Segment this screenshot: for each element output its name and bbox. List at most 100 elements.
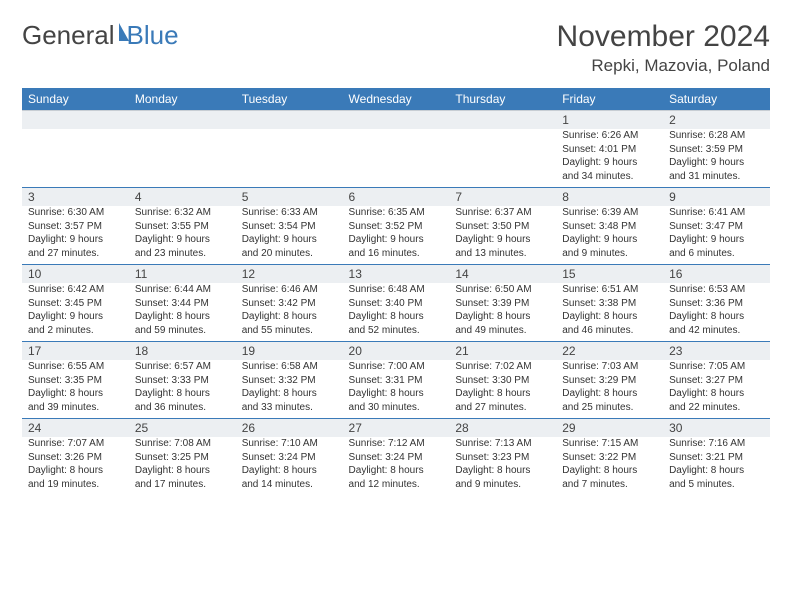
sunrise-text: Sunrise: 6:35 AM: [349, 206, 444, 220]
sunset-text: Sunset: 3:29 PM: [562, 374, 657, 388]
day-number-row: 3456789: [22, 188, 770, 207]
weekday-saturday: Saturday: [663, 88, 770, 111]
day-detail-cell: Sunrise: 6:53 AMSunset: 3:36 PMDaylight:…: [663, 283, 770, 342]
sunset-text: Sunset: 3:50 PM: [455, 220, 550, 234]
daylight-text: and 27 minutes.: [28, 247, 123, 261]
daylight-text: Daylight: 8 hours: [135, 387, 230, 401]
weekday-friday: Friday: [556, 88, 663, 111]
day-number-cell: 11: [129, 265, 236, 284]
daylight-text: and 42 minutes.: [669, 324, 764, 338]
sunset-text: Sunset: 3:54 PM: [242, 220, 337, 234]
day-number-cell: 12: [236, 265, 343, 284]
sunrise-text: Sunrise: 7:08 AM: [135, 437, 230, 451]
sunrise-text: Sunrise: 6:32 AM: [135, 206, 230, 220]
sunset-text: Sunset: 3:45 PM: [28, 297, 123, 311]
day-detail-row: Sunrise: 6:42 AMSunset: 3:45 PMDaylight:…: [22, 283, 770, 342]
daylight-text: and 36 minutes.: [135, 401, 230, 415]
daylight-text: Daylight: 9 hours: [28, 233, 123, 247]
day-number-cell: 16: [663, 265, 770, 284]
day-number-row: 12: [22, 111, 770, 130]
daylight-text: Daylight: 8 hours: [349, 310, 444, 324]
day-detail-cell: [22, 129, 129, 188]
sunrise-text: Sunrise: 6:39 AM: [562, 206, 657, 220]
calendar-table: Sunday Monday Tuesday Wednesday Thursday…: [22, 88, 770, 495]
logo-text-2: Blue: [127, 20, 179, 51]
daylight-text: Daylight: 9 hours: [669, 233, 764, 247]
sunset-text: Sunset: 3:21 PM: [669, 451, 764, 465]
sunrise-text: Sunrise: 7:02 AM: [455, 360, 550, 374]
daylight-text: Daylight: 8 hours: [455, 464, 550, 478]
daylight-text: Daylight: 8 hours: [28, 387, 123, 401]
title-block: November 2024 Repki, Mazovia, Poland: [557, 20, 770, 76]
day-detail-cell: Sunrise: 6:57 AMSunset: 3:33 PMDaylight:…: [129, 360, 236, 419]
sunset-text: Sunset: 3:27 PM: [669, 374, 764, 388]
sunset-text: Sunset: 3:24 PM: [349, 451, 444, 465]
sunrise-text: Sunrise: 6:28 AM: [669, 129, 764, 143]
weekday-monday: Monday: [129, 88, 236, 111]
header: General Blue November 2024 Repki, Mazovi…: [22, 20, 770, 76]
daylight-text: Daylight: 8 hours: [669, 464, 764, 478]
sunrise-text: Sunrise: 6:48 AM: [349, 283, 444, 297]
sunrise-text: Sunrise: 7:16 AM: [669, 437, 764, 451]
sunrise-text: Sunrise: 7:10 AM: [242, 437, 337, 451]
sunrise-text: Sunrise: 7:15 AM: [562, 437, 657, 451]
day-number-cell: [22, 111, 129, 130]
sunset-text: Sunset: 3:55 PM: [135, 220, 230, 234]
day-detail-cell: Sunrise: 6:48 AMSunset: 3:40 PMDaylight:…: [343, 283, 450, 342]
daylight-text: and 33 minutes.: [242, 401, 337, 415]
day-detail-row: Sunrise: 6:26 AMSunset: 4:01 PMDaylight:…: [22, 129, 770, 188]
sunrise-text: Sunrise: 6:37 AM: [455, 206, 550, 220]
sunset-text: Sunset: 3:48 PM: [562, 220, 657, 234]
daylight-text: and 16 minutes.: [349, 247, 444, 261]
daylight-text: Daylight: 8 hours: [455, 310, 550, 324]
day-number-cell: [236, 111, 343, 130]
sunset-text: Sunset: 3:44 PM: [135, 297, 230, 311]
sunset-text: Sunset: 3:39 PM: [455, 297, 550, 311]
day-detail-cell: Sunrise: 6:35 AMSunset: 3:52 PMDaylight:…: [343, 206, 450, 265]
sunset-text: Sunset: 3:47 PM: [669, 220, 764, 234]
day-detail-cell: Sunrise: 6:41 AMSunset: 3:47 PMDaylight:…: [663, 206, 770, 265]
daylight-text: and 52 minutes.: [349, 324, 444, 338]
sunset-text: Sunset: 3:38 PM: [562, 297, 657, 311]
daylight-text: Daylight: 8 hours: [135, 310, 230, 324]
location-subtitle: Repki, Mazovia, Poland: [557, 56, 770, 76]
daylight-text: Daylight: 8 hours: [349, 464, 444, 478]
daylight-text: Daylight: 9 hours: [562, 156, 657, 170]
day-detail-cell: [236, 129, 343, 188]
sunset-text: Sunset: 3:40 PM: [349, 297, 444, 311]
daylight-text: and 20 minutes.: [242, 247, 337, 261]
sunrise-text: Sunrise: 7:07 AM: [28, 437, 123, 451]
day-number-cell: 28: [449, 419, 556, 438]
day-number-cell: 20: [343, 342, 450, 361]
day-number-cell: 2: [663, 111, 770, 130]
daylight-text: and 9 minutes.: [455, 478, 550, 492]
logo-text-1: General: [22, 20, 115, 51]
day-detail-cell: Sunrise: 6:37 AMSunset: 3:50 PMDaylight:…: [449, 206, 556, 265]
sunrise-text: Sunrise: 7:12 AM: [349, 437, 444, 451]
sunset-text: Sunset: 3:32 PM: [242, 374, 337, 388]
day-detail-cell: Sunrise: 7:00 AMSunset: 3:31 PMDaylight:…: [343, 360, 450, 419]
daylight-text: Daylight: 8 hours: [562, 310, 657, 324]
sunset-text: Sunset: 3:30 PM: [455, 374, 550, 388]
day-number-cell: 10: [22, 265, 129, 284]
day-detail-cell: Sunrise: 6:28 AMSunset: 3:59 PMDaylight:…: [663, 129, 770, 188]
day-detail-cell: Sunrise: 6:55 AMSunset: 3:35 PMDaylight:…: [22, 360, 129, 419]
daylight-text: and 2 minutes.: [28, 324, 123, 338]
day-number-cell: 30: [663, 419, 770, 438]
weekday-wednesday: Wednesday: [343, 88, 450, 111]
day-number-cell: 21: [449, 342, 556, 361]
sunrise-text: Sunrise: 6:41 AM: [669, 206, 764, 220]
day-number-cell: 22: [556, 342, 663, 361]
daylight-text: and 9 minutes.: [562, 247, 657, 261]
day-number-cell: 25: [129, 419, 236, 438]
daylight-text: and 22 minutes.: [669, 401, 764, 415]
day-number-cell: 5: [236, 188, 343, 207]
daylight-text: and 19 minutes.: [28, 478, 123, 492]
logo-triangle-icon: [119, 23, 129, 41]
day-detail-cell: Sunrise: 7:13 AMSunset: 3:23 PMDaylight:…: [449, 437, 556, 495]
daylight-text: and 55 minutes.: [242, 324, 337, 338]
sunrise-text: Sunrise: 6:55 AM: [28, 360, 123, 374]
day-detail-cell: Sunrise: 6:58 AMSunset: 3:32 PMDaylight:…: [236, 360, 343, 419]
day-number-cell: 7: [449, 188, 556, 207]
day-detail-cell: Sunrise: 7:02 AMSunset: 3:30 PMDaylight:…: [449, 360, 556, 419]
